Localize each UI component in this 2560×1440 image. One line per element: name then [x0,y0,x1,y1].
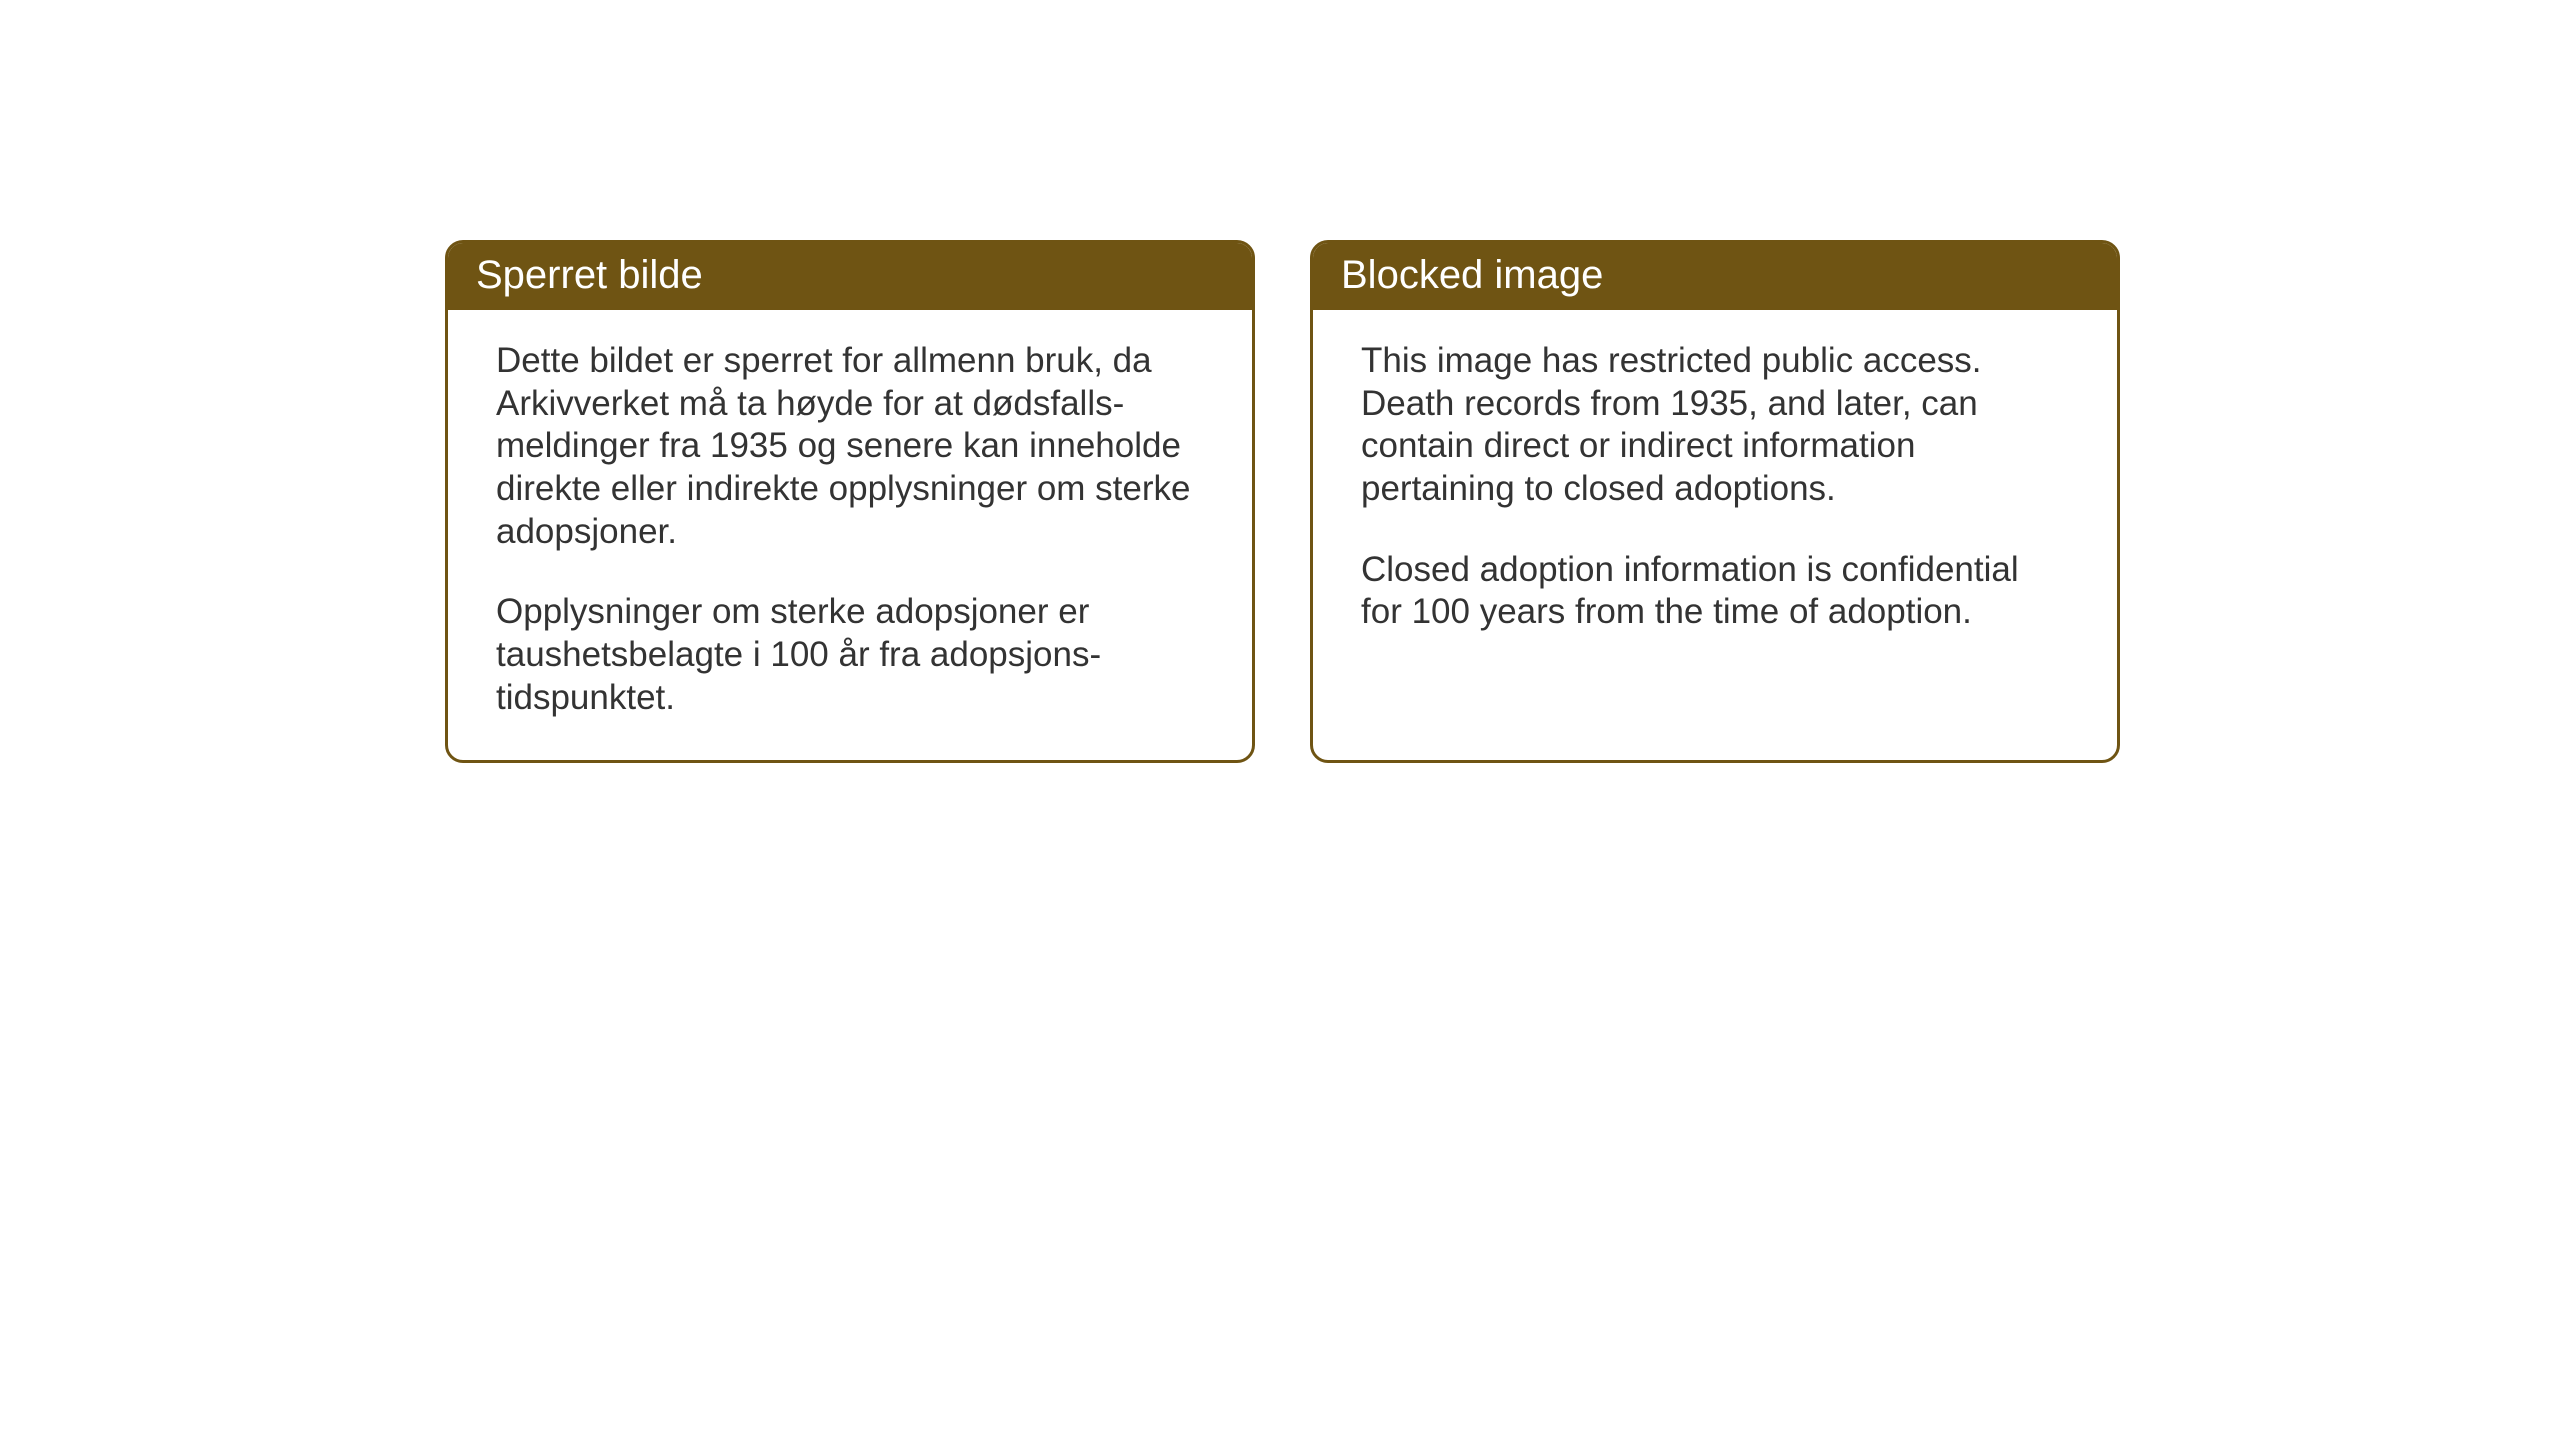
notice-body-english: This image has restricted public access.… [1313,310,2117,674]
notice-card-english: Blocked image This image has restricted … [1310,240,2120,763]
notice-title-norwegian: Sperret bilde [476,253,703,297]
notice-paragraph-2-norwegian: Opplysninger om sterke adopsjoner er tau… [496,591,1204,719]
notice-card-norwegian: Sperret bilde Dette bildet er sperret fo… [445,240,1255,763]
notice-header-english: Blocked image [1313,243,2117,310]
notice-title-english: Blocked image [1341,253,1603,297]
notice-paragraph-1-english: This image has restricted public access.… [1361,340,2069,511]
notice-container: Sperret bilde Dette bildet er sperret fo… [445,240,2120,763]
notice-paragraph-2-english: Closed adoption information is confident… [1361,549,2069,634]
notice-header-norwegian: Sperret bilde [448,243,1252,310]
notice-paragraph-1-norwegian: Dette bildet er sperret for allmenn bruk… [496,340,1204,553]
notice-body-norwegian: Dette bildet er sperret for allmenn bruk… [448,310,1252,760]
